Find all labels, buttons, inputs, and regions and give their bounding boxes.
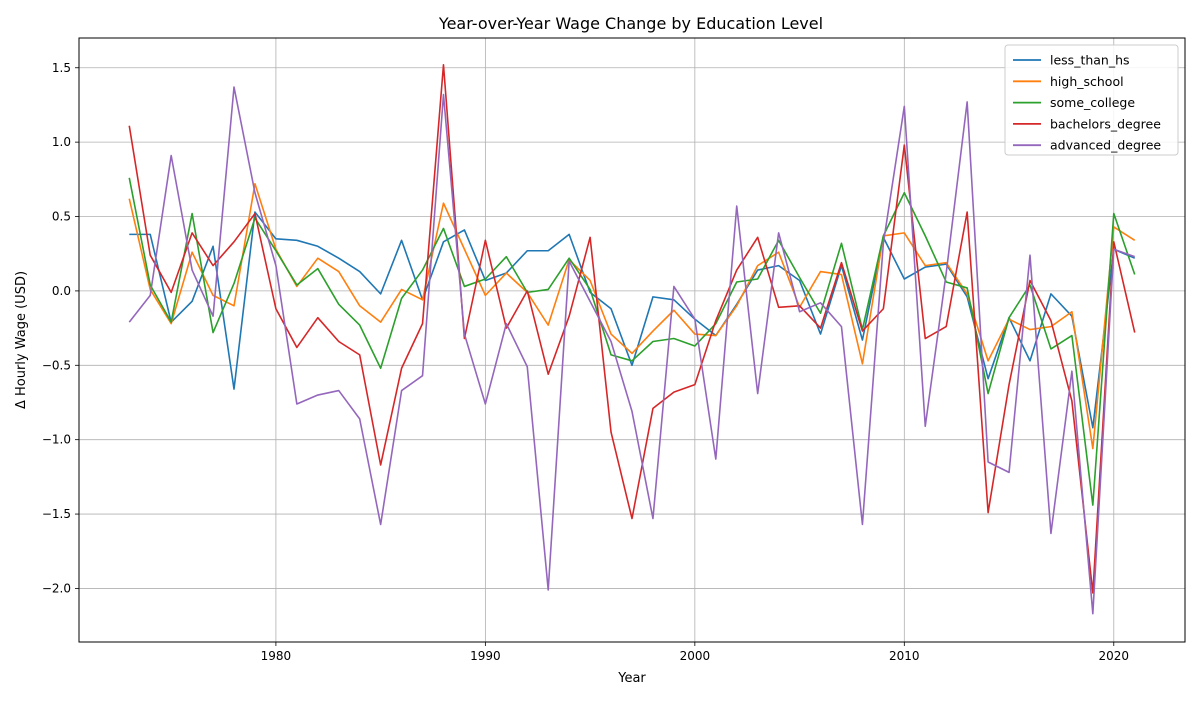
- legend-label: less_than_hs: [1050, 53, 1130, 68]
- y-tick-label: −1.0: [42, 433, 71, 447]
- x-tick-label: 2000: [680, 649, 711, 663]
- x-tick-label: 1990: [470, 649, 501, 663]
- x-tick-label: 2010: [889, 649, 920, 663]
- x-tick-label: 2020: [1099, 649, 1130, 663]
- y-tick-label: 1.5: [52, 61, 71, 75]
- legend: less_than_hs high_school some_collegebache…: [1004, 44, 1179, 156]
- legend-label: advanced_degree: [1050, 138, 1161, 153]
- chart-title: Year-over-Year Wage Change by Education …: [438, 14, 823, 33]
- y-tick-label: 0.5: [52, 210, 71, 224]
- series-line-bachelors-degree: [128, 63, 1136, 594]
- x-tick-label: 1980: [261, 649, 292, 663]
- series-lines: [128, 63, 1136, 615]
- y-tick-label: 0.0: [52, 284, 71, 298]
- legend-label: high_school: [1050, 74, 1124, 89]
- axis-ticks: 1980 1990 2000 2010 2020 1.5 1.0 0.5 0.0 −0.5 −1.0…: [42, 61, 1129, 663]
- legend-label: bachelors_degree: [1050, 116, 1161, 131]
- plot-frame: [78, 37, 1186, 643]
- series-line-high-school: [128, 182, 1136, 450]
- legend-label: some_college: [1050, 95, 1135, 110]
- series-line-advanced-degree: [128, 86, 1135, 615]
- legend-box: [1004, 44, 1179, 156]
- y-tick-label: −0.5: [42, 358, 71, 372]
- series-line-less-than-hs: [129, 211, 1136, 429]
- series-line-some-college: [128, 177, 1136, 506]
- x-axis-label: Year: [617, 671, 646, 686]
- y-tick-label: 1.0: [52, 135, 71, 149]
- y-tick-label: −2.0: [42, 581, 71, 595]
- y-axis-label: Δ Hourly Wage (USD): [14, 271, 29, 409]
- y-tick-label: −1.5: [42, 507, 71, 521]
- grid: [79, 38, 1185, 642]
